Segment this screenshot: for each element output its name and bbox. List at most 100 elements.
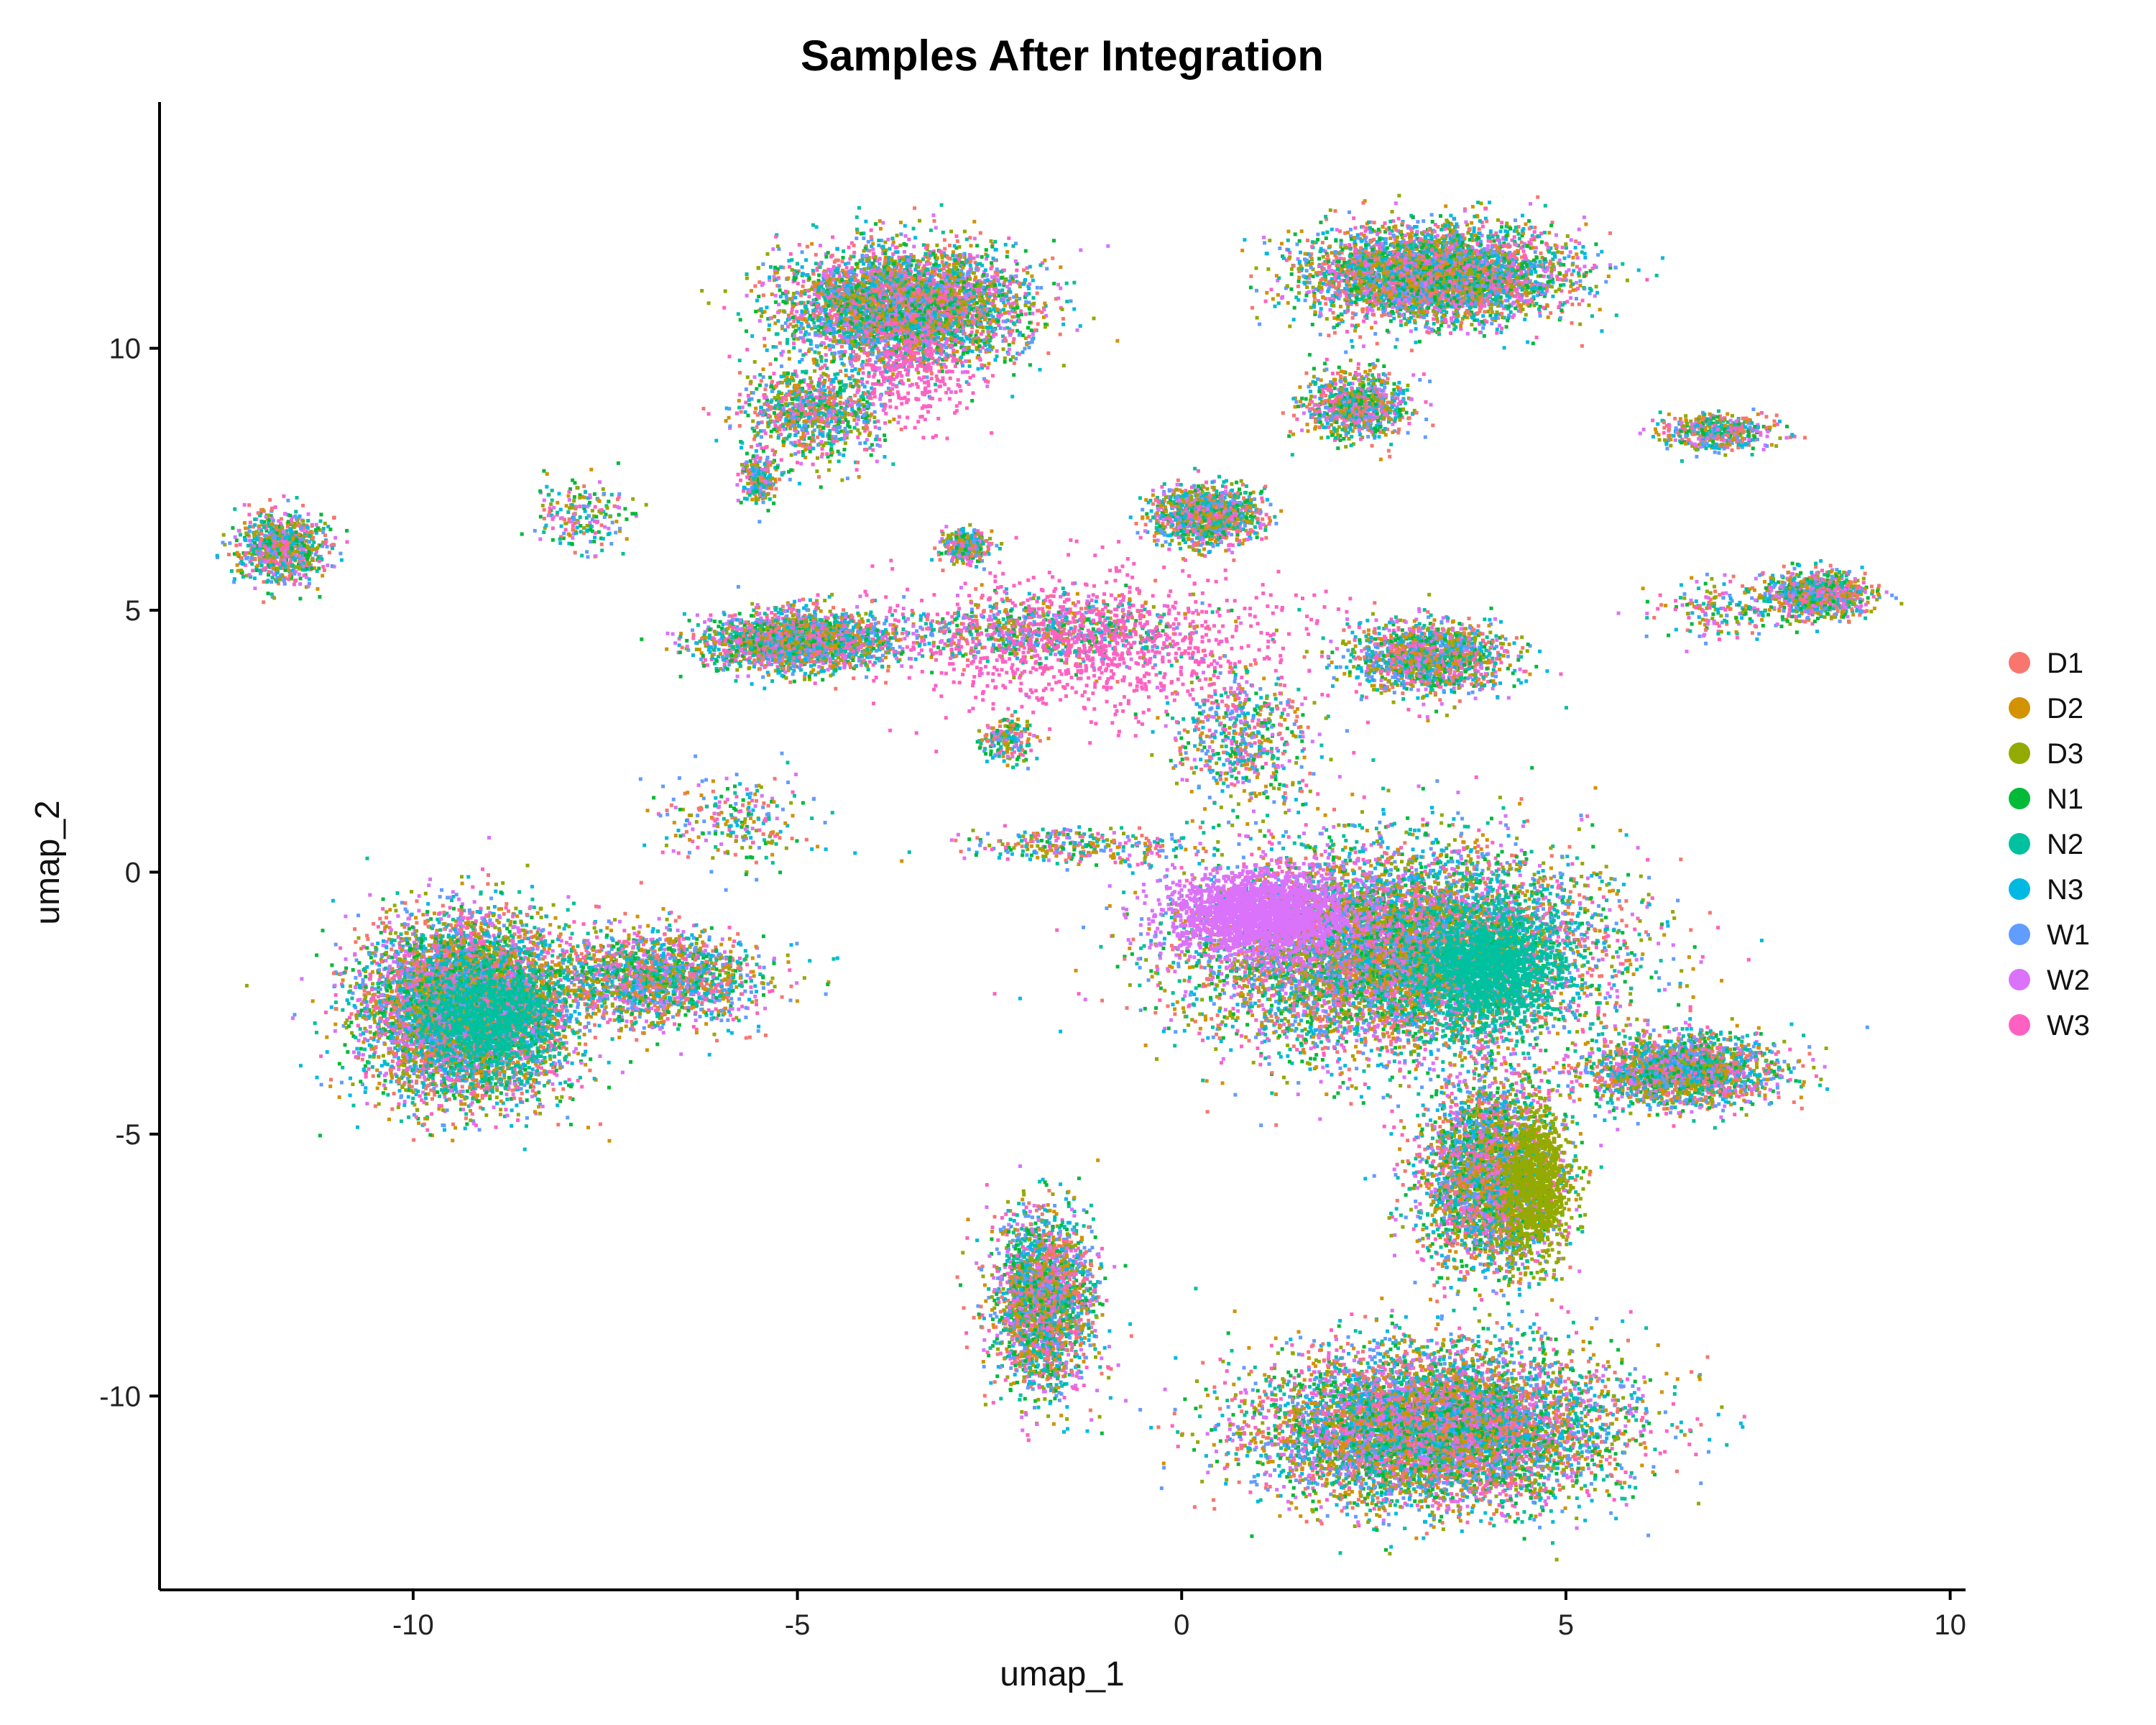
data-point: [1240, 1034, 1243, 1038]
data-point: [1431, 811, 1434, 814]
data-point: [1458, 1054, 1462, 1058]
data-point: [1693, 945, 1697, 949]
data-point: [1450, 857, 1453, 860]
data-point: [1212, 1002, 1216, 1006]
data-point: [1335, 1050, 1339, 1054]
data-point: [1291, 1023, 1295, 1026]
data-point: [1510, 854, 1514, 857]
data-point: [1603, 1013, 1606, 1017]
data-point: [1571, 912, 1575, 916]
data-point: [1662, 933, 1666, 937]
data-point: [1417, 829, 1421, 832]
data-point: [1201, 859, 1204, 862]
data-point: [1375, 827, 1378, 830]
data-point: [1293, 842, 1296, 845]
data-point: [1521, 824, 1525, 828]
data-point: [1567, 1030, 1571, 1034]
data-point: [1362, 1101, 1365, 1105]
data-point: [1167, 932, 1171, 935]
data-point: [1599, 914, 1603, 917]
data-point: [1647, 876, 1651, 880]
data-point: [1422, 1057, 1426, 1060]
data-point: [1282, 1076, 1286, 1080]
data-point: [1429, 847, 1433, 850]
data-point: [1170, 944, 1174, 947]
data-point: [1543, 913, 1547, 916]
data-point: [1270, 1019, 1273, 1023]
data-point: [1437, 1048, 1440, 1052]
data-point: [1363, 796, 1366, 799]
data-point: [1408, 1070, 1411, 1074]
data-point: [1100, 999, 1104, 1003]
data-point: [1188, 966, 1192, 970]
data-point: [1122, 891, 1125, 894]
data-point: [1463, 825, 1467, 829]
data-point: [1403, 1059, 1406, 1063]
data-point: [1562, 1057, 1566, 1061]
data-point: [1689, 928, 1692, 932]
data-point: [1224, 1024, 1227, 1027]
data-point: [1657, 989, 1661, 993]
data-point: [1646, 858, 1649, 862]
data-point: [1512, 1047, 1516, 1051]
data-point: [1173, 1008, 1176, 1011]
data-point: [1550, 885, 1554, 888]
data-point: [1612, 983, 1616, 987]
data-point: [1370, 876, 1374, 880]
data-point: [1180, 866, 1184, 870]
data-point: [1570, 862, 1574, 866]
data-point: [1528, 897, 1531, 901]
data-point: [1672, 957, 1675, 961]
data-point: [1267, 1055, 1271, 1059]
data-point: [1332, 1095, 1336, 1099]
data-point: [1514, 842, 1518, 846]
data-point: [1288, 1024, 1291, 1027]
data-point: [1633, 928, 1636, 932]
data-point: [1133, 891, 1137, 894]
data-points-layer: [216, 194, 1904, 1562]
data-point: [1243, 970, 1247, 974]
data-point: [1187, 959, 1190, 962]
data-point: [1140, 917, 1143, 921]
data-point: [1055, 929, 1059, 932]
data-point: [1227, 821, 1230, 824]
data-point: [1343, 1049, 1347, 1053]
data-point: [1387, 1035, 1391, 1039]
data-point: [1139, 947, 1143, 950]
data-point: [1385, 1066, 1388, 1070]
data-point: [1443, 1016, 1447, 1020]
data-point: [1233, 1093, 1237, 1097]
data-point: [1635, 967, 1639, 971]
data-point: [1544, 1018, 1547, 1022]
chart-title: Samples After Integration: [801, 32, 1324, 80]
data-point: [1167, 1026, 1171, 1030]
data-point: [1585, 814, 1589, 818]
data-point: [1174, 1030, 1177, 1034]
data-point: [1449, 1039, 1452, 1042]
data-point: [1521, 1052, 1525, 1055]
data-point: [1430, 806, 1434, 809]
data-point: [1278, 865, 1281, 869]
data-point: [1210, 1017, 1213, 1021]
data-point: [1498, 821, 1502, 824]
data-point: [1162, 942, 1166, 945]
data-point: [1199, 965, 1203, 969]
data-point: [1415, 836, 1419, 840]
data-point: [1598, 875, 1602, 879]
data-point: [1313, 1057, 1317, 1061]
data-point: [1178, 979, 1181, 983]
data-point: [1580, 818, 1583, 822]
data-point: [1411, 833, 1414, 837]
data-point: [1521, 882, 1525, 886]
data-point: [1421, 818, 1424, 822]
data-point: [1181, 1006, 1185, 1010]
data-point: [1325, 873, 1328, 876]
data-point: [1663, 988, 1667, 992]
data-point: [1207, 978, 1210, 981]
data-point: [1244, 1035, 1248, 1039]
data-point: [1580, 814, 1583, 817]
data-point: [1128, 947, 1131, 950]
data-point: [1445, 1022, 1448, 1026]
data-point: [1212, 1036, 1215, 1039]
data-point: [1252, 1061, 1256, 1064]
